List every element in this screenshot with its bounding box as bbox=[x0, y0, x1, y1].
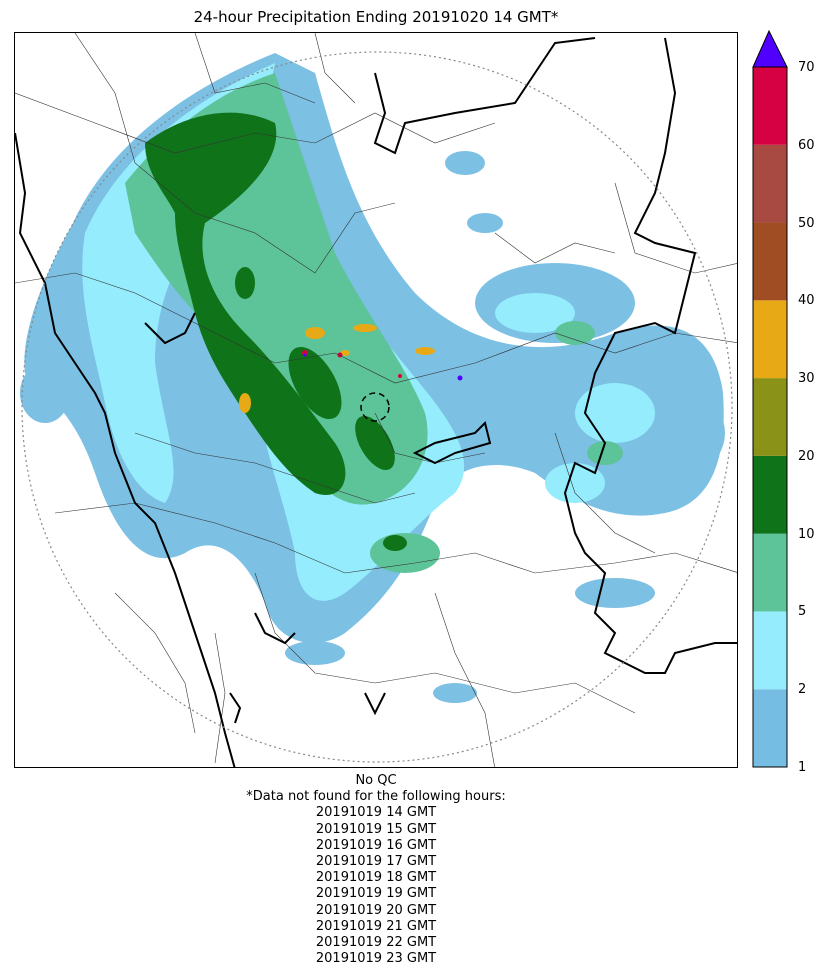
colorbar-bin bbox=[753, 533, 787, 612]
colorbar-tick-label: 20 bbox=[798, 448, 815, 464]
colorbar-tick-label: 50 bbox=[798, 215, 815, 231]
radar-site-marker bbox=[360, 392, 390, 422]
missing-data-note: *Data not found for the following hours: bbox=[246, 789, 506, 805]
missing-hour: 20191019 15 GMT bbox=[315, 821, 437, 837]
colorbar-tick-label: 60 bbox=[798, 137, 815, 153]
colorbar-tick-label: 5 bbox=[798, 604, 807, 620]
colorbar-bin bbox=[753, 300, 787, 379]
missing-hour: 20191019 22 GMT bbox=[315, 935, 437, 951]
colorbar-bin bbox=[753, 222, 787, 301]
colorbar-tick-label: 10 bbox=[798, 526, 815, 542]
missing-hour: 20191019 19 GMT bbox=[315, 886, 437, 902]
missing-hour: 20191019 18 GMT bbox=[315, 870, 437, 886]
qc-label: No QC bbox=[355, 773, 397, 788]
colorbar-tick-label: 40 bbox=[798, 293, 815, 309]
colorbar-bin bbox=[753, 67, 787, 145]
precip-10-20 bbox=[145, 112, 407, 551]
map-title: 24-hour Precipitation Ending 20191020 14… bbox=[193, 8, 559, 26]
colorbar-bin bbox=[753, 378, 787, 456]
colorbar-tick-label: 70 bbox=[798, 60, 815, 75]
radar-map bbox=[14, 32, 738, 768]
missing-hour: 20191019 20 GMT bbox=[315, 902, 437, 918]
footer-notes: No QC *Data not found for the following … bbox=[14, 773, 738, 967]
colorbar-tick-label: 1 bbox=[798, 760, 807, 775]
colorbar-bin bbox=[753, 611, 787, 690]
precip-over-70 bbox=[303, 353, 463, 381]
colorbar-tick-label: 2 bbox=[798, 682, 807, 698]
state-boundaries bbox=[15, 37, 737, 767]
missing-hour: 20191019 14 GMT bbox=[315, 805, 437, 821]
colorbar-tick-label: 30 bbox=[798, 371, 815, 387]
missing-hour: 20191019 21 GMT bbox=[315, 918, 437, 934]
district-boundaries bbox=[15, 33, 737, 767]
radar-range-ring bbox=[21, 51, 733, 763]
colorbar bbox=[752, 30, 788, 768]
precipitation-map-graphic bbox=[15, 33, 737, 767]
missing-hour: 20191019 17 GMT bbox=[315, 854, 437, 870]
colorbar-extend-triangle bbox=[752, 30, 788, 68]
precip-20-40 bbox=[239, 324, 435, 413]
colorbar-bin bbox=[753, 455, 787, 534]
colorbar-bin bbox=[753, 144, 787, 223]
colorbar-bin bbox=[753, 689, 787, 767]
missing-hour: 20191019 23 GMT bbox=[315, 951, 437, 967]
missing-hour: 20191019 16 GMT bbox=[315, 837, 437, 853]
